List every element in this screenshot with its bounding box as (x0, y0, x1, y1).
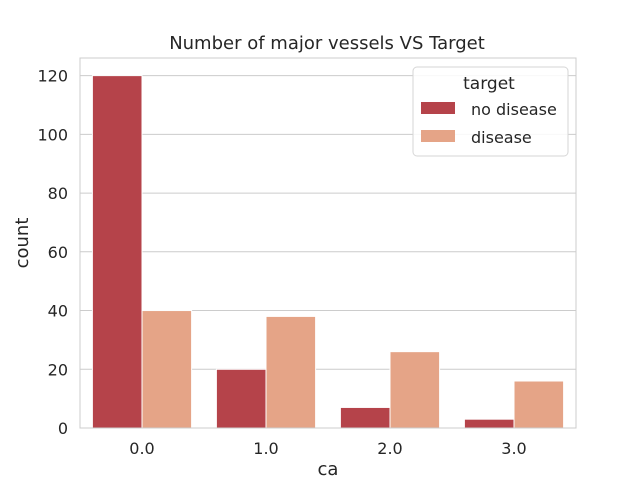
legend-label-disease: disease (471, 128, 532, 147)
x-tick-label: 3.0 (501, 439, 526, 458)
y-tick-label: 100 (37, 125, 68, 144)
x-tick-label: 1.0 (253, 439, 278, 458)
x-tick-label: 2.0 (377, 439, 402, 458)
legend-title: target (463, 74, 515, 94)
bar-disease-2.0 (389, 351, 441, 429)
y-tick-label: 80 (48, 184, 68, 203)
legend-swatch-disease (421, 130, 455, 142)
y-tick-labels: 0 20 40 60 80 100 120 (37, 67, 68, 438)
y-tick-label: 60 (48, 243, 68, 262)
plot-frame (79, 57, 577, 429)
bar-no-disease-3.0 (463, 418, 515, 429)
x-tick-labels: 0.0 1.0 2.0 3.0 (129, 439, 526, 458)
legend-label-no-disease: no disease (471, 100, 557, 119)
y-axis-label: count (12, 218, 33, 269)
bar-disease-0.0 (141, 310, 193, 429)
y-tick-label: 20 (48, 360, 68, 379)
y-tick-label: 40 (48, 302, 68, 321)
legend: target no disease disease (412, 66, 569, 157)
legend-swatch-no-disease (421, 102, 455, 114)
bar-no-disease-1.0 (215, 368, 267, 429)
bar-disease-3.0 (513, 380, 565, 429)
bar-disease-1.0 (265, 315, 317, 429)
y-tick-label: 0 (58, 419, 68, 438)
bar-no-disease-0.0 (91, 75, 143, 429)
y-tick-label: 120 (37, 67, 68, 86)
x-tick-label: 0.0 (129, 439, 154, 458)
bar-no-disease-2.0 (339, 406, 391, 429)
x-axis-label: ca (318, 459, 339, 480)
chart-title: Number of major vessels VS Target (169, 33, 485, 54)
